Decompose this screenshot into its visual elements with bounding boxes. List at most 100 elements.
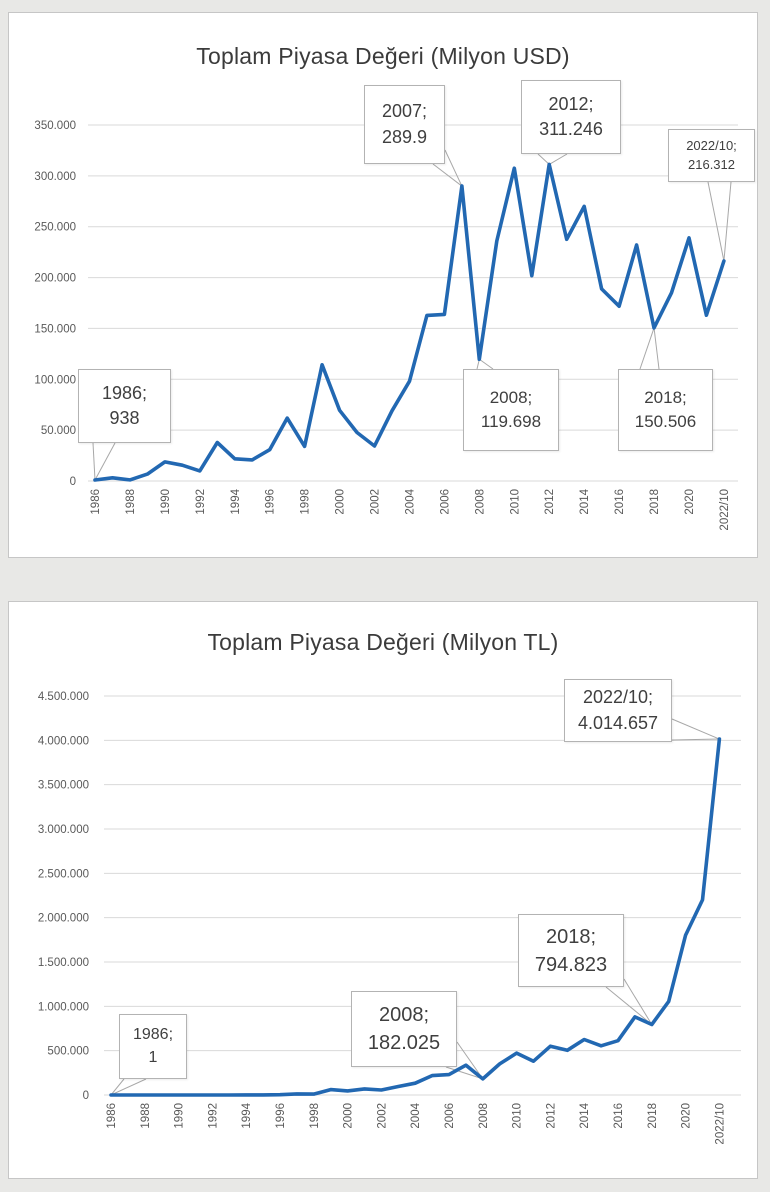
x-tick-label: 1988 [140,1103,152,1129]
data-label-callout: 2008; 182.025 [351,991,457,1067]
callout-leader-line [707,181,725,262]
y-tick-label: 0 [83,1090,89,1102]
chart-title-tl: Toplam Piyasa Değeri (Milyon TL) [207,629,559,655]
y-tick-label: 4.500.000 [38,691,89,703]
y-tick-label: 350.000 [34,120,76,132]
data-label-callout: 1986; 1 [119,1014,187,1079]
x-tick-label: 1998 [300,489,312,515]
y-tick-label: 2.000.000 [38,913,89,925]
x-tick-label: 2014 [579,488,591,514]
x-tick-label: 2008 [474,489,486,515]
callout-leader-line [110,1078,125,1096]
callout-leader-line [537,153,550,165]
callout-value: 182.025 [367,1032,441,1054]
callout-leader-line [456,1041,484,1080]
x-tick-label: 2006 [444,1103,456,1129]
x-tick-label: 2016 [613,1103,625,1129]
y-tick-label: 1.500.000 [38,957,89,969]
x-tick-label: 2016 [614,489,626,515]
callout-category: 2022/10; [686,138,737,154]
x-tick-label: 2012 [544,489,556,515]
chart-panel-tl: Toplam Piyasa Değeri (Milyon TL) 0 500.00… [8,601,758,1179]
y-tick-label: 50.000 [41,425,76,437]
callout-leader-line [605,986,653,1025]
x-tick-label: 1990 [160,489,172,515]
x-tick-label: 2022/10 [714,1103,726,1145]
x-tick-label: 1986 [106,1103,118,1129]
callout-category: 2018; [545,925,597,948]
x-tick-label: 2012 [545,1103,557,1129]
x-tick-label: 2002 [370,489,382,515]
y-tick-label: 0 [70,476,76,488]
callout-leader-line [653,327,660,370]
y-tick-label: 500.000 [47,1046,89,1058]
x-tick-label: 1996 [265,489,277,515]
callout-value: 216.312 [688,156,735,172]
x-tick-label: 1994 [230,488,242,514]
data-label-callout: 2018; 150.506 [618,369,713,451]
callout-leader-line [432,163,463,187]
x-tick-label: 2014 [579,1102,591,1128]
x-tick-label: 2008 [478,1103,490,1129]
y-tick-label: 100.000 [34,374,76,386]
callout-leader-line [639,327,655,370]
x-tick-label: 2006 [439,489,451,515]
callout-leader-line [623,978,653,1025]
callout-category: 2022/10; [582,687,654,708]
x-tick-label: 2010 [509,489,521,515]
callout-leader-line [723,181,732,262]
x-tick-label: 1992 [195,489,207,515]
data-label-callout: 2012; 311.246 [521,80,621,154]
y-tick-label: 3.000.000 [38,824,89,836]
y-tick-label: 200.000 [34,273,76,285]
y-tick-label: 150.000 [34,323,76,335]
callout-leader-line [671,738,720,741]
callout-value: 311.246 [539,119,603,139]
y-tick-label: 3.500.000 [38,780,89,792]
data-label-callout: 2008; 119.698 [463,369,559,451]
callout-leader-line [94,442,116,481]
callout-value: 150.506 [634,412,697,431]
x-tick-label: 1990 [174,1103,186,1129]
callout-leader-line [92,442,96,481]
x-tick-label: 1996 [275,1103,287,1129]
callout-category: 1986; [132,1026,174,1044]
callout-category: 1986; [101,382,148,403]
x-tick-label: 2010 [512,1103,524,1129]
y-tick-label: 1.000.000 [38,1001,89,1013]
chart-title-usd: Toplam Piyasa Değeri (Milyon USD) [196,43,570,69]
y-tick-label: 250.000 [34,222,76,234]
data-series-line [109,737,722,1097]
line-chart-tl: 0 500.000 1.000.000 1.500.000 2.000.000 2.500… [38,691,741,1145]
callout-category: 2018; [644,388,687,408]
callout-value: 289.9 [381,126,428,147]
x-tick-label: 1988 [125,489,137,515]
callout-value: 794.823 [534,953,608,976]
callout-category: 2012; [548,93,594,114]
data-label-callout: 2007; 289.9 [364,85,445,164]
callout-value: 119.698 [480,412,542,431]
x-tick-label: 2022/10 [719,489,731,531]
callout-leader-line [671,718,720,740]
callout-category: 2008; [489,388,533,408]
callout-leader-line [548,153,568,165]
x-tick-label: 2004 [404,488,416,514]
chart-panel-usd: Toplam Piyasa Değeri (Milyon USD) 0 50.00… [8,12,758,558]
x-tick-label: 2018 [647,1103,659,1129]
y-tick-label: 300.000 [34,171,76,183]
callout-value: 938 [109,408,140,428]
callout-value: 1 [148,1048,158,1066]
callout-leader-line [110,1078,147,1096]
callout-leader-line [445,1066,483,1080]
data-label-callout: 1986; 938 [78,369,171,443]
x-tick-label: 1992 [207,1103,219,1129]
x-tick-label: 2002 [376,1103,388,1129]
data-label-callout: 2022/10; 216.312 [668,129,755,182]
y-tick-label: 4.000.000 [38,735,89,747]
x-tick-label: 1998 [309,1103,321,1129]
callout-leader-line [479,358,494,370]
x-tick-label: 2020 [681,1103,693,1129]
callout-value: 4.014.657 [577,712,659,733]
data-series-line [93,162,726,482]
x-tick-label: 1986 [90,489,102,515]
